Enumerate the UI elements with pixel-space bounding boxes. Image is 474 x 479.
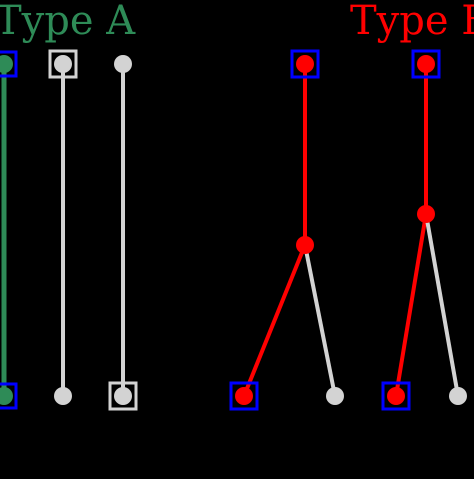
type-b-tree-2-root-box xyxy=(411,49,441,79)
type-a-green-top-box xyxy=(0,50,18,78)
type-b-tree-2-grey-leaf xyxy=(449,387,467,405)
type-a-green-bottom-node xyxy=(0,387,13,405)
type-a-group xyxy=(0,49,138,411)
type-b-tree-2-branch-node xyxy=(417,205,435,223)
type-b-tree-1-root-box xyxy=(290,49,320,79)
type-b-tree-2-leaf-box xyxy=(381,381,411,411)
type-a-grey-top-box xyxy=(48,49,78,79)
type-b-label: Type B xyxy=(350,0,474,44)
type-a-grey-bottom-node-2 xyxy=(114,387,132,405)
type-a-label: Type A xyxy=(0,0,136,44)
type-b-tree-2-grey-branch xyxy=(424,213,460,397)
type-a-grey-bottom-box xyxy=(108,381,138,411)
type-b-tree-1-root-node xyxy=(296,55,314,73)
type-a-green-bottom-box xyxy=(0,382,18,410)
type-b-tree-2-root-node xyxy=(417,55,435,73)
type-a-green-top-node xyxy=(0,55,13,73)
type-a-grey-top-node-1 xyxy=(54,55,72,73)
type-b-tree-1 xyxy=(229,49,344,411)
type-b-tree-2-red-leaf xyxy=(387,387,405,405)
type-b-tree-1-leaf-box xyxy=(229,381,259,411)
type-a-grey-bottom-node-1 xyxy=(54,387,72,405)
type-a-grey-top-node-2 xyxy=(114,55,132,73)
type-b-tree-1-red-branch xyxy=(242,244,307,397)
type-b-tree-1-grey-leaf xyxy=(326,387,344,405)
type-b-tree-1-grey-branch xyxy=(303,244,337,397)
type-b-tree-2 xyxy=(381,49,467,411)
type-b-tree-2-red-branch xyxy=(394,213,428,397)
type-b-tree-1-branch-node xyxy=(296,236,314,254)
type-b-tree-1-red-leaf xyxy=(235,387,253,405)
